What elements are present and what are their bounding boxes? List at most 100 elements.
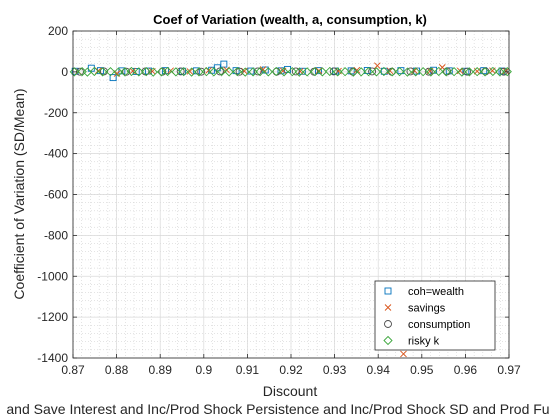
data-point (472, 67, 482, 77)
legend-label: risky k (408, 336, 440, 348)
y-tick-label: -400 (44, 147, 68, 161)
data-point (329, 67, 338, 76)
data-point (179, 67, 189, 77)
data-point (209, 67, 219, 77)
legend-marker (384, 320, 392, 328)
data-point (141, 67, 151, 77)
data-point (363, 67, 374, 77)
y-tick-label: 0 (61, 65, 68, 79)
data-point (255, 67, 265, 77)
data-point (379, 66, 389, 77)
data-point (113, 67, 123, 77)
data-point (394, 67, 405, 77)
data-point (348, 67, 358, 77)
data-point (371, 67, 382, 77)
data-point (171, 67, 181, 77)
data-point (148, 67, 158, 77)
data-point (434, 66, 444, 77)
data-point (197, 67, 206, 76)
data-point (449, 67, 459, 77)
data-point (464, 67, 474, 77)
data-marks (69, 60, 512, 358)
data-point (374, 62, 381, 70)
data-point (277, 67, 285, 75)
x-tick-label: 0.97 (497, 363, 521, 377)
data-point (87, 64, 95, 72)
legend-box (374, 280, 496, 351)
data-point (424, 67, 433, 76)
data-point (215, 67, 224, 76)
data-point (186, 68, 194, 75)
data-point (98, 67, 108, 77)
x-tick-label: 0.89 (149, 363, 173, 377)
data-point (317, 67, 328, 77)
data-point (356, 67, 366, 77)
data-point (294, 67, 304, 77)
data-point (502, 67, 512, 77)
data-point (89, 66, 100, 77)
data-point (495, 67, 505, 77)
data-point (488, 66, 498, 77)
data-point (223, 66, 230, 74)
y-tick-label: -200 (44, 106, 68, 120)
data-point (162, 66, 173, 77)
x-tick-label: 0.94 (367, 363, 391, 377)
x-axis-caption: and Save Interest and Inc/Prod Shock Per… (6, 401, 549, 417)
data-point (240, 67, 250, 77)
y-tick-label: -1400 (37, 351, 68, 365)
data-point (126, 66, 137, 77)
legend-marker (384, 304, 392, 311)
data-point (400, 350, 407, 358)
data-point (82, 67, 93, 77)
data-point (441, 67, 451, 77)
data-point (291, 67, 300, 76)
data-point (287, 67, 297, 77)
data-point (120, 67, 130, 77)
x-tick-label: 0.9 (195, 363, 212, 377)
data-point (194, 67, 204, 77)
y-tick-label: -600 (44, 188, 68, 202)
data-point (186, 67, 197, 77)
data-point (224, 67, 234, 77)
data-point (406, 67, 415, 76)
data-point (253, 67, 262, 76)
legend-label: coh=wealth (408, 286, 464, 298)
y-axis-label: Coefficient of Variation (SD/Mean) (11, 88, 27, 299)
data-point (502, 67, 510, 75)
data-point (271, 66, 281, 77)
x-tick-label: 0.95 (410, 363, 434, 377)
data-point (263, 67, 273, 77)
data-point (235, 67, 244, 76)
x-tick-label: 0.88 (105, 363, 129, 377)
data-point (411, 67, 421, 77)
y-tick-labels: 200 0 -200 -400 -600 -800 -1000 -1200 -1400 (37, 24, 68, 365)
data-point (387, 67, 397, 77)
x-tick-label: 0.96 (454, 363, 478, 377)
data-point (302, 67, 312, 77)
data-point (397, 67, 405, 75)
x-tick-label: 0.93 (323, 363, 347, 377)
x-tick-labels: 0.87 0.88 0.89 0.9 0.91 0.92 0.93 0.94 0.95 0.96 0… (61, 363, 521, 377)
data-point (333, 67, 343, 77)
data-point (402, 67, 413, 77)
x-tick-label: 0.87 (61, 363, 85, 377)
data-point (445, 67, 453, 75)
data-point (69, 67, 79, 77)
data-point (463, 67, 472, 76)
data-point (315, 67, 322, 75)
data-point (217, 66, 227, 77)
data-point (315, 67, 323, 74)
data-point (134, 67, 144, 77)
y-tick-label: 200 (48, 24, 68, 38)
x-tick-label: 0.91 (236, 363, 260, 377)
series-risky-k (69, 66, 512, 77)
legend-marker (384, 287, 392, 295)
data-point (232, 67, 240, 75)
data-point (426, 67, 436, 77)
y-tick-label: -1000 (37, 269, 68, 283)
axis-ticks (72, 30, 510, 359)
data-point (129, 67, 137, 75)
chart-title: Coef of Variation (wealth, a, consumptio… (153, 12, 427, 27)
data-point (310, 67, 320, 77)
